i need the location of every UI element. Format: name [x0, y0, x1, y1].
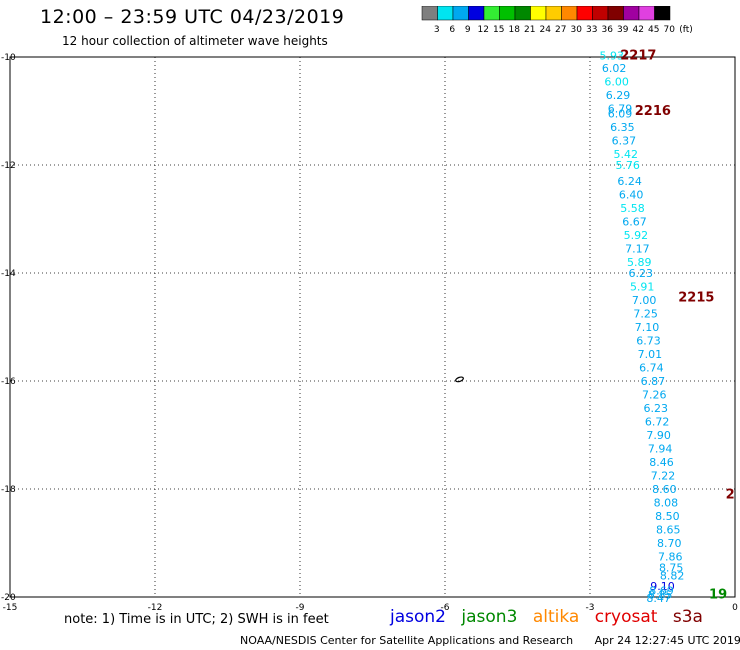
swh-label: 8.85 — [648, 588, 673, 601]
footer: NOAA/NESDIS Center for Satellite Applica… — [240, 634, 740, 647]
swh-label: 7.00 — [632, 294, 657, 307]
y-tick-label: -18 — [1, 485, 16, 495]
page-title: 12:00 – 23:59 UTC 04/23/2019 — [40, 6, 345, 28]
color-bin-label: 42 — [633, 25, 644, 35]
swh-label: 6.23 — [643, 402, 668, 415]
swh-label: 8.47 — [646, 592, 671, 605]
color-bin — [654, 6, 671, 21]
color-bin-label: 30 — [571, 25, 583, 35]
y-tick-label: -12 — [1, 161, 16, 171]
swh-label: 6.37 — [612, 135, 637, 148]
swh-label: 9.10 — [650, 580, 675, 593]
swh-label: 7.01 — [638, 348, 663, 361]
color-scale-legend: 3 6 9 12 15 18 21 24 27 30 33 36 39 42 45 70 (ft) — [421, 6, 693, 35]
swh-label: 6.35 — [610, 121, 635, 134]
swh-label: 8.08 — [654, 497, 679, 510]
color-bin-label: 36 — [602, 25, 614, 35]
footnote: note: 1) Time is in UTC; 2) SWH is in fe… — [64, 612, 329, 627]
swh-label: 7.17 — [625, 243, 650, 256]
swh-label: 8.65 — [656, 524, 681, 537]
color-bin-label: 24 — [540, 25, 552, 35]
x-tick-label: -9 — [296, 603, 305, 613]
swh-label: 6.29 — [606, 89, 631, 102]
satellite-legend: jason2 jason3 altika cryosat s3a — [390, 607, 713, 627]
color-bin-label: 15 — [493, 25, 504, 35]
swh-label: 7.22 — [651, 470, 676, 483]
swh-label: 6.23 — [629, 267, 654, 280]
swh-label: 6.00 — [604, 75, 629, 88]
swh-label: 6.74 — [639, 362, 664, 375]
footer-credit: NOAA/NESDIS Center for Satellite Applica… — [240, 634, 574, 647]
swh-label: 8.70 — [657, 537, 682, 550]
time-label: 2216 — [635, 104, 671, 119]
color-unit-label: (ft) — [679, 25, 693, 35]
swh-label: 7.10 — [635, 321, 660, 334]
swh-label: 5.92 — [624, 229, 649, 242]
x-tick-label: -6 — [441, 603, 450, 613]
swh-label: 7.86 — [658, 551, 683, 564]
satellite-s3a: s3a — [672, 607, 703, 627]
swh-label: 7.26 — [642, 389, 667, 402]
swh-label: 6.40 — [619, 189, 644, 202]
swh-label: 8.75 — [659, 561, 684, 574]
time-label: 2217 — [620, 48, 656, 63]
y-tick-label: -10 — [1, 53, 16, 63]
x-tick-label: 0 — [732, 603, 738, 613]
swh-label: 8.60 — [652, 483, 677, 496]
time-label: 2 — [726, 487, 735, 502]
swh-label: 5.58 — [620, 202, 645, 215]
swh-label: 6.73 — [636, 335, 661, 348]
swh-label: 7.90 — [646, 429, 671, 442]
plot-frame — [9, 56, 736, 598]
x-tick-label: -3 — [586, 603, 595, 613]
color-bin-label: 33 — [586, 25, 597, 35]
swh-label: 5.89 — [627, 256, 652, 269]
color-bin-label: 3 — [434, 25, 440, 35]
color-bin-label: 18 — [509, 25, 521, 35]
x-tick-label: -15 — [3, 603, 18, 613]
swh-label: 6.24 — [617, 175, 642, 188]
swh-label: 6.72 — [645, 416, 670, 429]
color-bin-label: 39 — [617, 25, 629, 35]
swh-label: 8.69 — [649, 585, 674, 598]
swh-label: 6.87 — [641, 375, 666, 388]
satellite-altika: altika — [532, 607, 580, 627]
swh-label: 8.82 — [660, 569, 685, 582]
satellite-jason2: jason2 — [390, 607, 446, 627]
page-subtitle: 12 hour collection of altimeter wave hei… — [62, 34, 328, 48]
swh-label: 8.50 — [655, 510, 680, 523]
track-layer: 5.936.026.006.296.796.096.356.375.425.76… — [600, 48, 735, 605]
color-bin-label: 21 — [524, 25, 535, 35]
swh-label: 6.67 — [622, 216, 647, 229]
satellite-jason3: jason3 — [461, 607, 518, 627]
island-marker — [455, 376, 464, 383]
swh-label: 6.79 — [608, 102, 633, 115]
x-tick-label: -12 — [148, 603, 163, 613]
color-bin-label: 9 — [465, 25, 471, 35]
satellite-cryosat: cryosat — [594, 607, 658, 627]
swh-label: 5.93 — [600, 49, 625, 62]
swh-label: 7.94 — [648, 443, 673, 456]
y-tick-label: -14 — [1, 269, 16, 279]
swh-label: 8.46 — [649, 456, 674, 469]
color-bin-label: 27 — [555, 25, 566, 35]
swh-label: 5.42 — [614, 148, 639, 161]
swh-label: 5.91 — [630, 281, 655, 294]
color-bin-label: 12 — [478, 25, 489, 35]
color-bin-label: 70 — [664, 25, 676, 35]
swh-label: 7.25 — [633, 308, 658, 321]
color-bin-label: 6 — [449, 25, 455, 35]
time-label: 19 — [709, 587, 727, 602]
time-label: 2215 — [678, 290, 714, 305]
color-bin-label: 45 — [648, 25, 659, 35]
y-tick-label: -16 — [1, 377, 16, 387]
swh-label: 5.76 — [615, 159, 640, 172]
footer-timestamp: Apr 24 12:27:45 UTC 2019 — [594, 634, 740, 647]
swh-label: 6.09 — [608, 108, 633, 121]
y-tick-label: -20 — [1, 593, 16, 603]
swh-label: 6.02 — [602, 62, 627, 75]
